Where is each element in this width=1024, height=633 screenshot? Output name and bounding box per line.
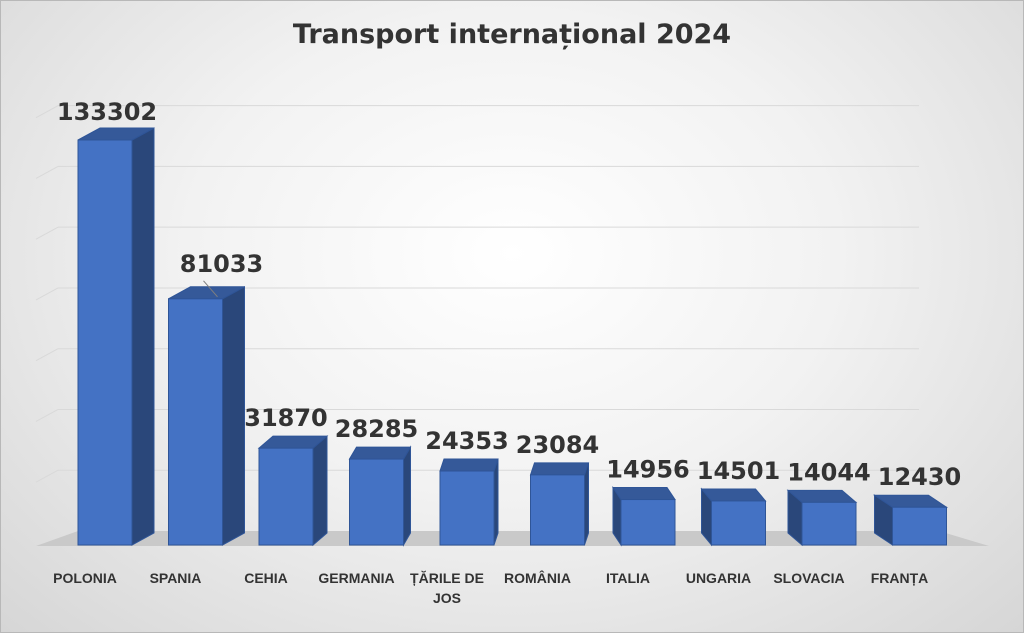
data-label: 14956 [606,456,690,484]
category-label: ITALIA [606,570,650,586]
data-label: 28285 [335,415,419,443]
bar-top [348,446,412,460]
bar-front [620,499,676,546]
bar-side [584,462,589,546]
bar-top [612,487,676,501]
chart-title: Transport internațional 2024 [292,19,732,50]
gridline-side [35,226,59,240]
bar-top [700,488,767,502]
bar [257,435,329,547]
bar-front [349,458,404,546]
bar-side [312,435,328,547]
bar [348,445,412,547]
bar-front [711,500,766,546]
bar-side [403,445,411,547]
category-label: JOS [433,590,461,606]
bar [612,485,676,547]
data-label: 133302 [57,98,157,126]
category-label: FRANȚA [871,570,929,586]
bar-side [222,285,245,546]
gridline-side [35,105,59,119]
bar-top [529,462,590,476]
category-label: POLONIA [53,570,117,586]
category-label: GERMANIA [318,570,394,586]
gridline-side [35,165,59,179]
bar [439,458,499,546]
category-label: ROMÂNIA [504,569,571,586]
bar-top [439,458,499,472]
category-label: SLOVACIA [773,570,844,586]
bar-front [258,447,314,546]
bar-front [892,506,947,546]
bar-front [77,139,133,546]
bar [529,462,590,546]
bar [700,487,767,547]
bar-side [493,458,499,546]
bar [786,489,858,547]
data-label: 12430 [878,463,962,491]
bar-front [801,501,857,546]
gridline-side [35,348,59,362]
gridline-side [35,409,59,422]
bar-side [131,127,155,546]
category-label: ȚĂRILE DE [410,570,484,586]
category-label: SPANIA [150,570,202,586]
bar [872,494,949,546]
leader-line [203,280,218,298]
category-label: UNGARIA [686,570,751,586]
data-label: 81033 [180,250,264,278]
gridline-side [35,287,59,301]
data-label: 14501 [697,457,781,485]
data-label: 24353 [425,427,509,455]
bar [77,127,155,546]
category-label: CEHIA [244,570,288,586]
bar [168,285,245,546]
data-label: 23084 [516,431,600,459]
data-label: 31870 [244,404,328,432]
bar-front [439,470,495,546]
bar-front [168,298,223,546]
data-label: 14044 [787,458,871,486]
bar-front [530,474,585,546]
gridline-side [35,469,59,483]
